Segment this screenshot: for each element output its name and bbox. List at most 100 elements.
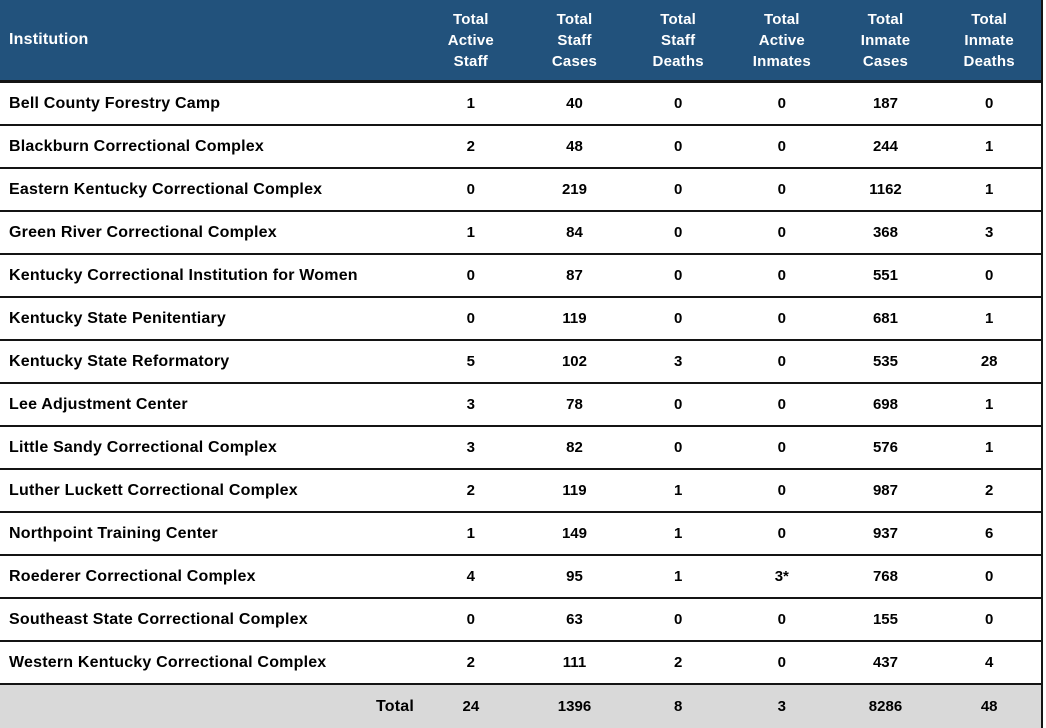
- staff-deaths-value: 0: [673, 611, 683, 628]
- table-row: Southeast State Correctional Complex 0 6…: [0, 599, 1041, 642]
- inmate-cases-value: 576: [872, 439, 898, 456]
- table-row: Western Kentucky Correctional Complex 2 …: [0, 642, 1041, 685]
- table-row: Roederer Correctional Complex 4 95 1 3* …: [0, 556, 1041, 599]
- staff-deaths-value: 0: [673, 224, 683, 241]
- inmate-cases-value: 187: [872, 95, 898, 112]
- inmate-cases-value: 244: [872, 138, 898, 155]
- active-staff-value: 4: [466, 568, 475, 585]
- inmate-deaths-value: 4: [984, 654, 994, 671]
- active-inmates-value: 0: [777, 224, 786, 241]
- inmate-cases-value: 551: [872, 267, 898, 284]
- table-row: Northpoint Training Center 1 149 1 0 937…: [0, 513, 1041, 556]
- staff-cases-value: 119: [562, 482, 587, 499]
- active-staff-value: 0: [466, 611, 475, 628]
- inmate-deaths-value: 3: [984, 224, 994, 241]
- active-inmates-value: 0: [777, 439, 786, 456]
- inmate-deaths-value: 1: [984, 181, 994, 198]
- active-inmates-value: 0: [777, 525, 786, 542]
- table-row: Blackburn Correctional Complex 2 48 0 0 …: [0, 126, 1041, 169]
- inmate-deaths-value: 1: [984, 310, 994, 327]
- inmate-deaths-value: 1: [984, 396, 994, 413]
- staff-cases-value: 111: [562, 654, 587, 671]
- staff-cases-value: 84: [566, 224, 583, 241]
- table-row: Green River Correctional Complex 1 84 0 …: [0, 212, 1041, 255]
- total-inmate-deaths-value: 48: [980, 698, 998, 715]
- table-total-row: Total 24 1396 8 3 8286 48: [0, 685, 1041, 728]
- inmate-cases-value: 768: [872, 568, 898, 585]
- total-staff-deaths-value: 8: [673, 698, 683, 715]
- staff-cases-value: 87: [566, 267, 583, 284]
- staff-deaths-value: 0: [673, 267, 683, 284]
- institution-name: Northpoint Training Center: [9, 524, 218, 542]
- staff-deaths-value: 0: [673, 95, 683, 112]
- staff-cases-value: 48: [566, 138, 583, 155]
- column-header-total-inmate-deaths: Total Inmate Deaths: [963, 10, 1015, 70]
- inmate-cases-value: 681: [872, 310, 898, 327]
- active-inmates-value: 3*: [774, 568, 789, 585]
- inmate-deaths-value: 2: [984, 482, 994, 499]
- staff-deaths-value: 0: [673, 396, 683, 413]
- institution-name: Bell County Forestry Camp: [9, 94, 221, 112]
- active-inmates-value: 0: [777, 654, 786, 671]
- active-staff-value: 1: [466, 95, 475, 112]
- inmate-deaths-value: 0: [984, 95, 994, 112]
- inmate-cases-value: 937: [872, 525, 898, 542]
- total-staff-cases-value: 1396: [557, 698, 592, 715]
- inmate-deaths-value: 0: [984, 568, 994, 585]
- active-staff-value: 2: [466, 482, 475, 499]
- inmate-cases-value: 698: [872, 396, 898, 413]
- active-inmates-value: 0: [777, 396, 786, 413]
- inmate-cases-value: 155: [872, 611, 898, 628]
- inmate-cases-value: 1162: [869, 181, 902, 198]
- active-inmates-value: 0: [777, 310, 786, 327]
- staff-deaths-value: 1: [673, 482, 683, 499]
- staff-deaths-value: 0: [673, 310, 683, 327]
- staff-deaths-value: 3: [673, 353, 683, 370]
- staff-deaths-value: 1: [673, 525, 683, 542]
- inmate-deaths-value: 28: [980, 353, 998, 370]
- active-staff-value: 0: [466, 310, 475, 327]
- inmate-deaths-value: 6: [984, 525, 994, 542]
- staff-cases-value: 149: [561, 525, 587, 542]
- staff-cases-value: 219: [561, 181, 587, 198]
- staff-cases-value: 102: [561, 353, 587, 370]
- total-row-label: Total: [375, 697, 414, 715]
- institution-name: Little Sandy Correctional Complex: [9, 438, 277, 456]
- column-header-total-inmate-cases: Total Inmate Cases: [860, 10, 911, 70]
- institution-name: Luther Luckett Correctional Complex: [9, 481, 298, 499]
- institution-name: Roederer Correctional Complex: [9, 567, 256, 585]
- staff-deaths-value: 0: [673, 138, 683, 155]
- active-inmates-value: 0: [777, 181, 786, 198]
- active-inmates-value: 0: [777, 353, 786, 370]
- inmate-cases-value: 987: [872, 482, 898, 499]
- staff-cases-value: 40: [566, 95, 583, 112]
- total-active-inmates-value: 3: [777, 698, 786, 715]
- column-header-total-active-inmates: Total Active Inmates: [752, 10, 811, 70]
- active-inmates-value: 0: [777, 95, 786, 112]
- inmate-deaths-value: 0: [984, 267, 994, 284]
- staff-deaths-value: 2: [673, 654, 683, 671]
- institution-name: Lee Adjustment Center: [9, 395, 188, 413]
- active-staff-value: 2: [466, 138, 475, 155]
- active-staff-value: 1: [466, 525, 475, 542]
- table-row: Kentucky State Penitentiary 0 119 0 0 68…: [0, 298, 1041, 341]
- inmate-deaths-value: 0: [984, 611, 994, 628]
- column-header-institution: Institution: [9, 31, 89, 48]
- active-staff-value: 3: [466, 439, 475, 456]
- table-body: Bell County Forestry Camp 1 40 0 0 187 0…: [0, 83, 1041, 685]
- table-row: Luther Luckett Correctional Complex 2 11…: [0, 470, 1041, 513]
- active-inmates-value: 0: [777, 267, 786, 284]
- table-row: Little Sandy Correctional Complex 3 82 0…: [0, 427, 1041, 470]
- active-inmates-value: 0: [777, 482, 786, 499]
- column-header-total-staff-deaths: Total Staff Deaths: [652, 10, 704, 70]
- inmate-cases-value: 535: [872, 353, 898, 370]
- active-staff-value: 1: [466, 224, 475, 241]
- institution-name: Kentucky State Reformatory: [9, 352, 230, 370]
- inmate-cases-value: 368: [872, 224, 898, 241]
- column-header-total-active-staff: Total Active Staff: [447, 10, 494, 70]
- active-inmates-value: 0: [777, 138, 786, 155]
- staff-cases-value: 78: [566, 396, 583, 413]
- institution-name: Green River Correctional Complex: [9, 223, 277, 241]
- table-row: Eastern Kentucky Correctional Complex 0 …: [0, 169, 1041, 212]
